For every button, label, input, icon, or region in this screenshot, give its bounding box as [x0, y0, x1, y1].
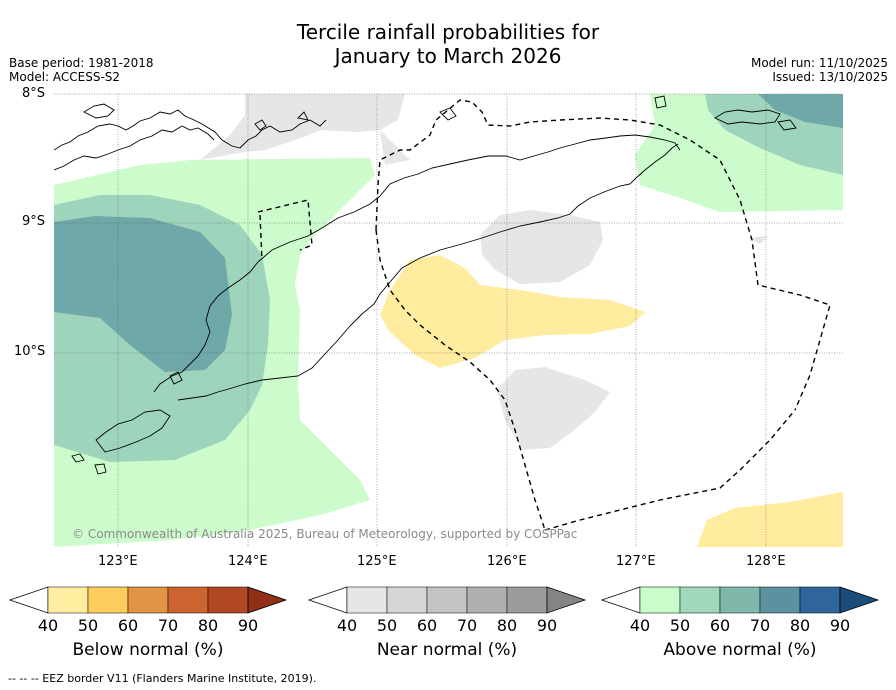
base-period: Base period: 1981-2018 — [9, 56, 154, 70]
lat-label-9s: 9°S — [22, 214, 46, 229]
colorbar-above-tick-50: 50 — [669, 616, 691, 635]
near-normal-center — [480, 210, 603, 284]
lat-label-8s: 8°S — [22, 86, 46, 101]
meta-right: Model run: 11/10/2025 Issued: 13/10/2025 — [751, 56, 888, 84]
model-name: Model: ACCESS-S2 — [9, 70, 121, 84]
lon-label-128e: 128°E — [746, 554, 786, 569]
coast-north-islands-2 — [54, 125, 215, 171]
coast-small-islands — [83, 103, 309, 131]
lon-label-127e: 127°E — [616, 554, 656, 569]
gridlines — [54, 93, 843, 547]
colorbar-above-tick-60: 60 — [709, 616, 731, 635]
coast-rote — [95, 409, 171, 453]
eez-footnote: -- -- -- EEZ border V11 (Flanders Marine… — [8, 672, 317, 685]
coast-north-islands — [54, 109, 327, 151]
copyright-text: © Commonwealth of Australia 2025, Bureau… — [72, 527, 578, 541]
colorbar-above-tick-70: 70 — [749, 616, 771, 635]
probability-regions — [54, 94, 843, 547]
colorbar-below-title: Below normal (%) — [72, 640, 224, 660]
colorbar-above-tick-90: 90 — [829, 616, 851, 635]
colorbar-near-title: Near normal (%) — [376, 640, 518, 660]
lon-label-125e: 125°E — [357, 554, 397, 569]
near-normal-south — [497, 367, 610, 450]
colorbar-near-tick-70: 70 — [456, 616, 478, 635]
above-normal-west-dark — [54, 216, 232, 372]
eez-border-south — [375, 229, 546, 531]
colorbar-below-tick-70: 70 — [157, 616, 179, 635]
coast-savu — [71, 371, 183, 475]
coast-timor-north-east — [257, 134, 681, 263]
near-normal-north-tail — [380, 130, 410, 165]
colorbar-above-tick-80: 80 — [789, 616, 811, 635]
colorbar-below-tick-90: 90 — [237, 616, 259, 635]
title-line-2: January to March 2026 — [334, 44, 562, 68]
eez-border-main — [375, 99, 831, 411]
coastlines — [54, 95, 797, 475]
meta-left: Base period: 1981-2018 Model: ACCESS-S2 — [9, 56, 154, 84]
colorbar-near-tick-50: 50 — [376, 616, 398, 635]
near-normal-small — [748, 236, 768, 244]
lon-label-123e: 123°E — [98, 554, 138, 569]
coast-timor-north — [153, 261, 259, 393]
eez-border-west — [257, 199, 313, 261]
colorbar-below-tick-50: 50 — [77, 616, 99, 635]
colorbar-near-tick-90: 90 — [536, 616, 558, 635]
lon-label-124e: 124°E — [228, 554, 268, 569]
issued-date: Issued: 13/10/2025 — [772, 70, 888, 84]
lon-label-126e: 126°E — [487, 554, 527, 569]
colorbar-below-tick-40: 40 — [37, 616, 59, 635]
coast-timor-south — [177, 143, 679, 401]
coast-east-islands — [439, 95, 797, 131]
colorbar-near-tick-40: 40 — [336, 616, 358, 635]
below-normal-center — [380, 255, 645, 368]
map-title: Tercile rainfall probabilities for Janua… — [0, 20, 896, 68]
model-run: Model run: 11/10/2025 — [750, 56, 888, 70]
colorbar-near-tick-80: 80 — [496, 616, 518, 635]
eez-border — [257, 99, 831, 531]
colorbar-near-tick-60: 60 — [416, 616, 438, 635]
lat-label-10s: 10°S — [14, 344, 46, 359]
eez-border-se — [544, 409, 796, 531]
colorbar-below-tick-80: 80 — [197, 616, 219, 635]
title-line-1: Tercile rainfall probabilities for — [296, 20, 600, 44]
near-normal-north — [200, 94, 405, 160]
above-normal-east-dark — [758, 94, 843, 128]
below-normal-southeast — [697, 492, 843, 547]
colorbar-above-tick-40: 40 — [629, 616, 651, 635]
colorbar-below-tick-60: 60 — [117, 616, 139, 635]
colorbar-above-title: Above normal (%) — [663, 640, 817, 660]
